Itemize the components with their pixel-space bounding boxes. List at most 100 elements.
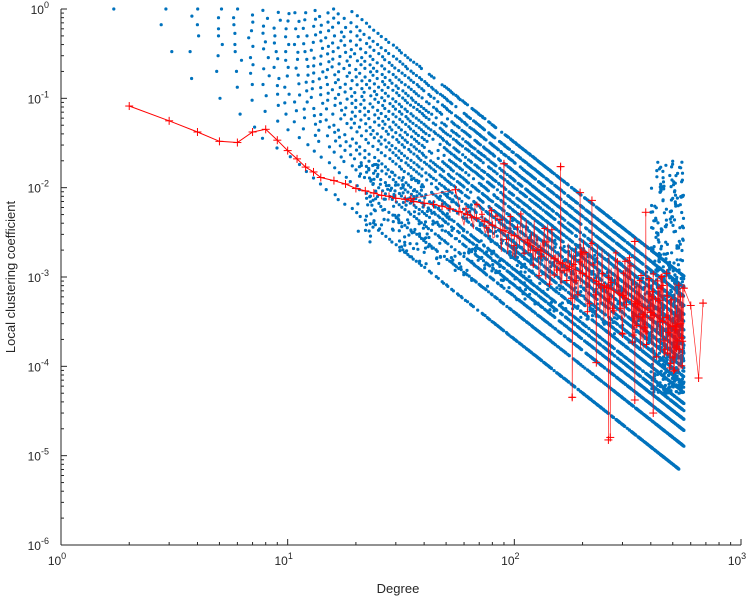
node-point: [403, 208, 407, 212]
node-point: [409, 174, 413, 178]
node-point: [284, 58, 288, 62]
node-point: [492, 278, 496, 282]
node-point: [419, 158, 423, 162]
node-point: [402, 154, 407, 158]
node-point: [438, 224, 442, 228]
node-point: [384, 114, 388, 119]
node-point: [318, 30, 323, 34]
node-point: [612, 347, 616, 351]
node-point: [407, 210, 411, 214]
node-point: [452, 177, 456, 181]
node-point: [394, 146, 398, 150]
node-point: [216, 27, 221, 31]
node-point: [405, 156, 409, 160]
node-point: [403, 130, 407, 134]
node-point: [276, 10, 280, 14]
node-point: [415, 163, 419, 167]
node-point: [337, 92, 341, 97]
node-point: [412, 168, 416, 172]
node-point: [381, 119, 385, 123]
node-point: [233, 50, 237, 54]
node-point: [417, 149, 421, 153]
node-point: [338, 101, 342, 105]
node-point: [319, 39, 323, 43]
node-point: [326, 52, 330, 56]
node-point: [363, 66, 367, 70]
node-point: [440, 183, 444, 187]
node-point: [448, 197, 452, 201]
node-point: [302, 42, 306, 46]
node-point: [408, 119, 412, 123]
node-point: [423, 196, 427, 200]
node-point: [444, 186, 448, 191]
node-point: [312, 149, 316, 153]
node-point: [350, 101, 354, 105]
node-point: [682, 409, 686, 413]
node-point: [321, 70, 325, 74]
node-point: [419, 236, 424, 241]
node-point: [188, 50, 192, 54]
node-point: [394, 131, 398, 135]
node-point: [414, 147, 418, 151]
node-point: [325, 134, 330, 138]
node-point: [337, 70, 341, 74]
node-point: [477, 189, 481, 193]
node-point: [474, 280, 478, 284]
node-point: [232, 23, 236, 27]
node-point: [353, 114, 357, 118]
node-point: [397, 191, 401, 196]
node-point: [446, 222, 450, 226]
node-point: [564, 288, 568, 292]
node-point: [325, 82, 329, 87]
node-point: [383, 99, 387, 103]
node-point: [336, 78, 340, 82]
node-point: [317, 139, 321, 143]
node-point: [326, 91, 330, 95]
node-point: [364, 82, 369, 87]
node-point: [488, 318, 492, 322]
node-point: [354, 98, 358, 102]
node-point: [580, 348, 584, 352]
node-point: [437, 182, 442, 186]
node-point: [496, 255, 500, 259]
node-point: [465, 188, 469, 192]
node-point: [319, 86, 323, 90]
node-point: [345, 121, 349, 126]
node-point: [326, 98, 330, 102]
node-point: [342, 66, 346, 71]
node-point: [631, 404, 635, 408]
node-point: [460, 144, 465, 148]
node-point: [338, 144, 342, 148]
node-point: [379, 135, 383, 139]
node-point: [405, 101, 409, 105]
node-point: [500, 184, 504, 188]
node-point: [359, 63, 363, 67]
node-point: [298, 93, 302, 97]
node-point: [292, 42, 297, 47]
node-point: [467, 274, 471, 278]
node-point: [515, 188, 520, 192]
node-point: [358, 71, 362, 75]
node-point: [306, 64, 310, 69]
node-point: [112, 7, 116, 11]
node-point: [584, 325, 589, 329]
node-point: [397, 110, 402, 114]
node-point: [263, 109, 267, 113]
node-point: [583, 366, 587, 370]
node-point: [283, 101, 287, 105]
node-point: [285, 74, 289, 78]
node-point: [436, 148, 440, 153]
node-point: [418, 110, 422, 114]
node-point: [567, 380, 571, 384]
node-point: [604, 313, 608, 317]
node-point: [400, 151, 404, 155]
node-point: [333, 73, 337, 77]
node-point: [352, 157, 357, 161]
node-point: [238, 112, 242, 116]
node-point: [297, 162, 302, 167]
node-point: [403, 138, 407, 142]
node-point: [386, 94, 390, 98]
node-point: [303, 50, 307, 54]
node-point: [358, 172, 363, 176]
node-point: [425, 162, 429, 166]
